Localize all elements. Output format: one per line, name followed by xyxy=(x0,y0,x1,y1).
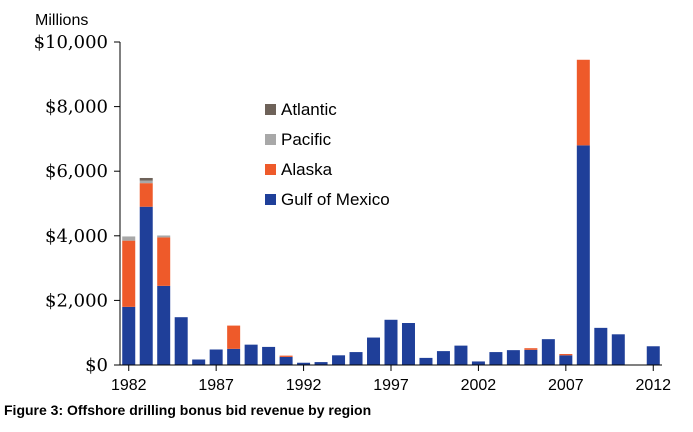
legend-label: Atlantic xyxy=(281,100,337,119)
bar-gulf-of-mexico-2010 xyxy=(611,334,625,365)
x-tick-label: 2007 xyxy=(548,377,584,394)
bar-alaska-1982 xyxy=(122,240,136,307)
bar-alaska-2005 xyxy=(524,348,538,350)
bar-gulf-of-mexico-1997 xyxy=(384,319,398,365)
bar-gulf-of-mexico-2000 xyxy=(436,351,450,365)
bar-gulf-of-mexico-1987 xyxy=(209,349,223,365)
legend: Atlantic Pacific Alaska Gulf of Mexico xyxy=(265,100,390,209)
bar-alaska-1983 xyxy=(139,183,153,207)
bar-gulf-of-mexico-1983 xyxy=(139,206,153,365)
bar-atlantic-1983 xyxy=(139,177,153,181)
bar-chart: Millions $0 $2,000 $4,000 $6,000 $8,000 $10,0… xyxy=(34,12,672,394)
legend-label: Gulf of Mexico xyxy=(281,190,390,209)
bar-alaska-2007 xyxy=(559,354,573,356)
y-tick-label: $6,000 xyxy=(45,161,108,182)
x-tick-label: 1987 xyxy=(198,377,234,394)
x-tick-label: 1982 xyxy=(111,377,147,394)
bar-gulf-of-mexico-1999 xyxy=(419,357,433,365)
bar-gulf-of-mexico-2008 xyxy=(576,145,590,365)
bar-gulf-of-mexico-1989 xyxy=(244,344,258,365)
bar-gulf-of-mexico-2003 xyxy=(489,352,503,365)
y-tick-label: $10,000 xyxy=(34,32,108,53)
bar-gulf-of-mexico-1994 xyxy=(332,355,346,365)
legend-swatch-gulf-of-mexico xyxy=(265,194,276,205)
bar-gulf-of-mexico-2002 xyxy=(471,361,485,365)
x-tick-label: 2012 xyxy=(635,377,671,394)
y-tick-label: $2,000 xyxy=(45,290,108,311)
bar-alaska-2008 xyxy=(576,59,590,146)
bar-gulf-of-mexico-2009 xyxy=(594,327,608,365)
bar-alaska-1984 xyxy=(157,237,171,286)
legend-swatch-atlantic xyxy=(265,104,276,115)
x-tick-label: 1997 xyxy=(373,377,409,394)
bar-gulf-of-mexico-1991 xyxy=(279,356,293,365)
bar-gulf-of-mexico-2012 xyxy=(646,346,660,365)
bar-gulf-of-mexico-1992 xyxy=(297,362,311,365)
bar-gulf-of-mexico-1986 xyxy=(192,359,206,365)
bar-gulf-of-mexico-1982 xyxy=(122,306,136,365)
figure-caption: Figure 3: Offshore drilling bonus bid re… xyxy=(4,402,372,418)
bar-gulf-of-mexico-1988 xyxy=(227,348,241,365)
bar-gulf-of-mexico-1990 xyxy=(262,346,276,365)
x-tick-label: 1992 xyxy=(286,377,322,394)
bar-pacific-1983 xyxy=(139,180,153,184)
bar-gulf-of-mexico-1984 xyxy=(157,285,171,365)
legend-swatch-alaska xyxy=(265,164,276,175)
bar-alaska-1988 xyxy=(227,325,241,349)
y-tick-label: $4,000 xyxy=(45,226,108,247)
bar-gulf-of-mexico-2001 xyxy=(454,345,468,365)
bar-gulf-of-mexico-2004 xyxy=(506,350,520,365)
bar-pacific-1982 xyxy=(122,236,136,241)
bar-pacific-1984 xyxy=(157,235,171,238)
x-axis-ticks: 1982 1987 1992 1997 2002 2007 2012 xyxy=(111,365,671,394)
bar-gulf-of-mexico-1998 xyxy=(401,323,415,365)
legend-swatch-pacific xyxy=(265,134,276,145)
bar-gulf-of-mexico-1996 xyxy=(367,337,381,365)
bar-gulf-of-mexico-1993 xyxy=(314,362,328,365)
y-tick-label: $0 xyxy=(85,355,108,376)
legend-label: Pacific xyxy=(281,130,332,149)
y-axis-unit-label: Millions xyxy=(35,12,88,29)
bar-alaska-1991 xyxy=(279,355,293,357)
bar-gulf-of-mexico-2005 xyxy=(524,349,538,365)
x-tick-label: 2002 xyxy=(461,377,497,394)
legend-label: Alaska xyxy=(281,160,333,179)
bar-gulf-of-mexico-1985 xyxy=(174,317,188,365)
bar-gulf-of-mexico-2006 xyxy=(541,339,555,365)
y-tick-label: $8,000 xyxy=(45,97,108,118)
bars xyxy=(122,59,660,365)
y-axis-ticks: $0 $2,000 $4,000 $6,000 $8,000 $10,000 xyxy=(34,32,120,376)
bar-gulf-of-mexico-2007 xyxy=(559,355,573,365)
bar-gulf-of-mexico-1995 xyxy=(349,352,363,365)
